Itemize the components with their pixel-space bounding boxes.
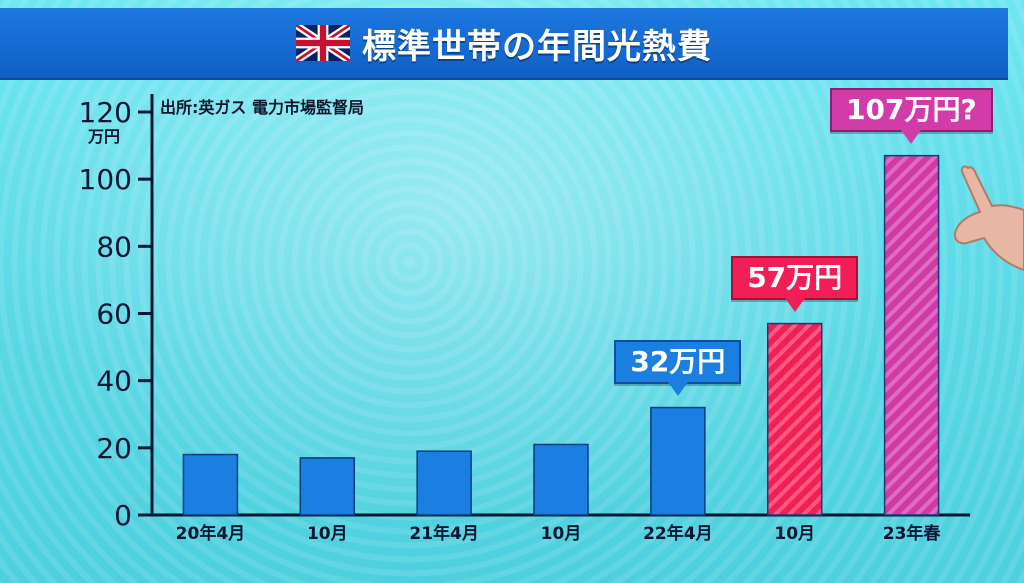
- value-callout: 57万円: [731, 255, 859, 312]
- x-tick-label: 22年4月: [643, 523, 713, 544]
- value-callout: 107万円?: [830, 87, 993, 144]
- bar: [182, 453, 239, 516]
- bar: [883, 154, 940, 516]
- y-tick-label: 100: [79, 163, 132, 196]
- pointing-hand: [954, 165, 1024, 272]
- bar: [416, 450, 472, 516]
- x-tick-label: 10月: [774, 524, 815, 544]
- chart-title: 標準世帯の年間光熱費: [362, 26, 712, 67]
- y-tick-label: 60: [96, 298, 132, 331]
- source-note: 出所:英ガス 電力市場監督局: [160, 98, 364, 117]
- y-tick-label: 20: [96, 432, 132, 465]
- bar: [766, 322, 823, 516]
- bar: [299, 457, 356, 516]
- y-tick-label: 80: [96, 230, 132, 263]
- x-tick-label: 10月: [307, 524, 348, 544]
- y-unit-label: 万円: [87, 127, 120, 146]
- x-tick-label: 20年4月: [176, 523, 246, 544]
- bar: [650, 406, 706, 516]
- value-callout: 32万円: [614, 339, 742, 396]
- x-tick-label: 21年4月: [409, 523, 479, 544]
- y-tick-label: 0: [114, 499, 132, 532]
- x-tick-label: 10月: [541, 524, 582, 544]
- uk-flag-icon: [296, 25, 350, 61]
- y-tick-label: 40: [96, 365, 132, 398]
- bar: [533, 443, 589, 516]
- y-tick-label: 120: [79, 96, 132, 129]
- x-tick-label: 23年春: [883, 523, 941, 544]
- title-bar: 標準世帯の年間光熱費: [0, 8, 1008, 80]
